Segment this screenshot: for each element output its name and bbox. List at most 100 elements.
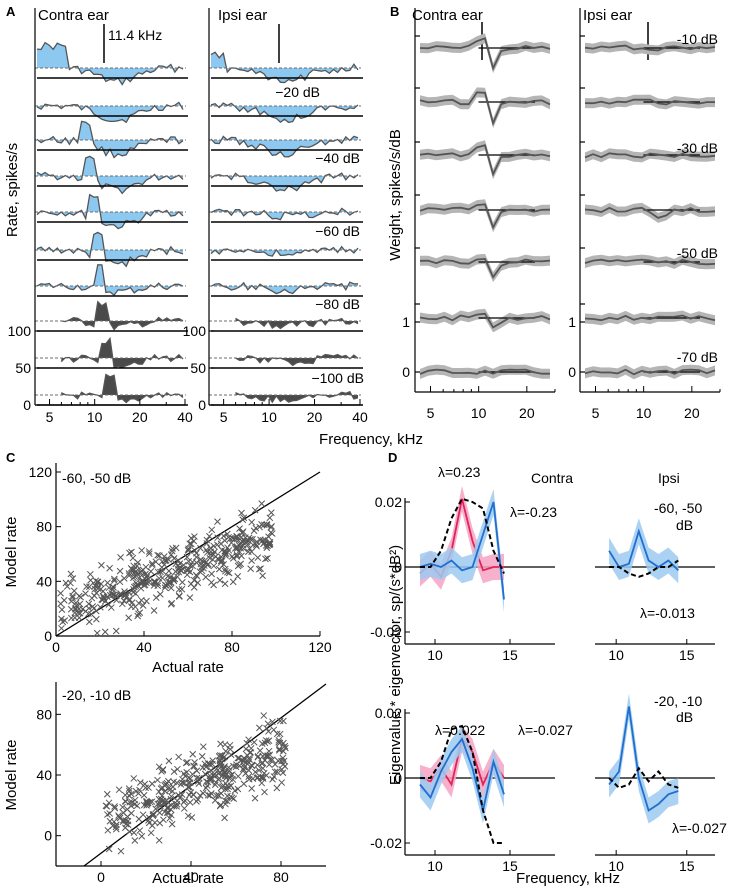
scatter-point xyxy=(93,629,101,637)
scatter-point xyxy=(103,790,111,798)
panel-d-top-ipsi-levels: -60, -50 xyxy=(654,500,702,516)
scatter-point xyxy=(267,509,275,516)
weight-trace-row xyxy=(584,258,716,266)
scatter-point xyxy=(116,567,124,575)
panel-b-contra-traces xyxy=(419,33,551,379)
x-tick-label: 10 xyxy=(636,405,652,421)
scatter-point xyxy=(256,724,263,732)
scatter-point xyxy=(231,787,239,794)
scatter-point xyxy=(143,597,150,605)
scatter-point xyxy=(268,523,275,530)
scatter-point xyxy=(222,567,229,575)
scatter-point xyxy=(263,724,270,732)
scatter-point xyxy=(186,799,194,806)
blue-series-line xyxy=(608,528,679,571)
panel-b-x-ticks: 5 10 20 5 10 20 xyxy=(414,386,721,421)
scatter-point xyxy=(105,845,113,853)
scatter-point xyxy=(221,769,229,777)
panel-d-bottom-ipsi-db: dB xyxy=(676,709,693,725)
scatter-point xyxy=(71,614,79,622)
scatter-point xyxy=(162,557,170,564)
weight-trace-row xyxy=(419,144,551,177)
y-tick-label: 80 xyxy=(36,519,52,535)
scatter-point xyxy=(269,718,276,726)
scatter-point xyxy=(209,771,217,779)
scatter-point xyxy=(259,572,266,580)
scatter-point xyxy=(228,771,236,778)
scatter-point xyxy=(134,559,142,566)
blue-series-line xyxy=(419,737,505,811)
panel-c-top-ylabel: Model rate xyxy=(3,517,20,588)
scatter-point xyxy=(268,530,276,537)
scatter-point xyxy=(130,829,138,837)
scatter-point xyxy=(254,554,262,561)
scatter-point xyxy=(240,514,248,522)
scatter-point xyxy=(57,589,64,597)
panel-b-contra-title: Contra ear xyxy=(412,7,483,24)
rate-fill-row xyxy=(211,52,358,83)
scatter-point xyxy=(259,537,267,544)
scatter-point xyxy=(174,562,182,569)
scatter-point xyxy=(63,583,71,590)
scatter-point xyxy=(233,553,241,560)
scatter-point xyxy=(160,553,168,560)
scatter-point xyxy=(155,836,163,844)
blue-confidence-band xyxy=(420,726,504,824)
scatter-point xyxy=(216,802,224,810)
panel-b-level-label: -70 dB xyxy=(677,349,718,365)
panel-b-level-label: -50 dB xyxy=(677,245,718,261)
scatter-point xyxy=(86,570,94,578)
scatter-point xyxy=(98,561,105,569)
panel-d-top-ipsi-lambda: λ=-0.013 xyxy=(640,605,695,621)
scatter-point xyxy=(180,798,188,806)
panel-c-top-xlabel: Actual rate xyxy=(152,659,224,676)
scatter-point xyxy=(138,832,146,840)
scatter-point xyxy=(194,796,202,803)
scatter-point xyxy=(186,562,194,569)
rate-fill-row xyxy=(211,282,358,294)
scatter-point xyxy=(278,757,285,765)
panel-c-bottom-annotation: -20, -10 dB xyxy=(62,687,131,703)
scatter-point xyxy=(257,565,264,572)
scatter-point xyxy=(146,798,154,806)
scatter-point xyxy=(261,756,269,764)
y-tick-label: -0.02 xyxy=(370,835,402,851)
scatter-point xyxy=(104,811,111,818)
scatter-point xyxy=(248,557,255,564)
scatter-point xyxy=(221,797,229,804)
scatter-point xyxy=(265,540,273,547)
scatter-point xyxy=(202,546,210,554)
scatter-point xyxy=(280,747,287,755)
scatter-point xyxy=(69,575,77,582)
scatter-point xyxy=(248,785,256,792)
scatter-point xyxy=(210,581,217,589)
x-tick-label: 40 xyxy=(352,409,368,425)
scatter-point xyxy=(178,578,186,586)
scatter-point xyxy=(184,812,192,820)
scatter-point xyxy=(125,614,132,622)
scatter-point xyxy=(245,773,253,780)
scatter-point xyxy=(222,747,230,755)
scatter-point xyxy=(172,544,180,552)
scatter-point xyxy=(143,797,150,805)
scatter-point xyxy=(278,779,286,786)
rate-trace-row xyxy=(210,245,359,257)
weight-trace-row xyxy=(419,203,551,230)
scatter-point xyxy=(154,568,162,576)
scatter-point xyxy=(175,586,183,593)
scatter-point xyxy=(281,763,289,770)
y-tick-label: 80 xyxy=(36,706,52,722)
weight-band-row xyxy=(420,87,550,129)
rate-fill-row xyxy=(211,103,358,123)
panel-d-ylabel: Eigenvalue * eigenvector, sp/(s*dB²) xyxy=(387,545,404,785)
scatter-point xyxy=(133,581,141,589)
panel-label-c: C xyxy=(6,450,16,465)
scatter-point xyxy=(163,804,171,811)
scatter-point xyxy=(145,579,153,586)
scatter-point xyxy=(132,579,140,587)
scatter-point xyxy=(183,553,191,561)
scatter-point xyxy=(225,767,233,775)
panel-c-top-annotation: -60, -50 dB xyxy=(62,470,131,486)
x-tick-label: 10 xyxy=(261,409,277,425)
